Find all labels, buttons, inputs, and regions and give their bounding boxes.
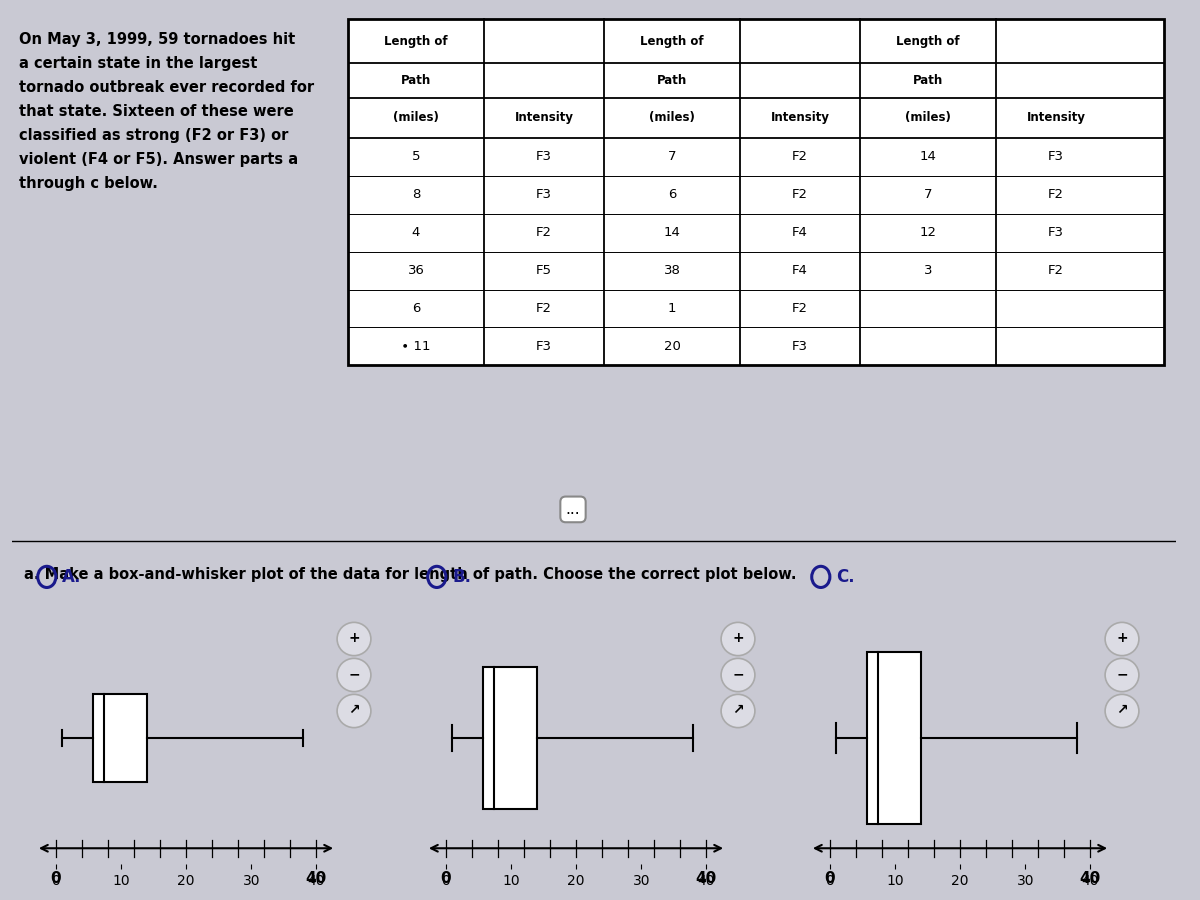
Text: 4: 4 <box>412 226 420 239</box>
Text: 5: 5 <box>412 150 420 163</box>
Text: F2: F2 <box>792 150 808 163</box>
Text: F2: F2 <box>1048 188 1064 201</box>
Text: Path: Path <box>913 75 943 87</box>
Circle shape <box>721 623 755 655</box>
Text: A.: A. <box>62 568 82 586</box>
Text: ↗: ↗ <box>1116 703 1128 717</box>
Text: B.: B. <box>452 568 472 586</box>
Text: F3: F3 <box>1048 150 1064 163</box>
Text: +: + <box>348 631 360 645</box>
Text: F2: F2 <box>792 188 808 201</box>
Text: Length of: Length of <box>640 35 704 48</box>
Text: −: − <box>1116 667 1128 681</box>
Text: 40: 40 <box>696 871 718 886</box>
Text: 1: 1 <box>667 302 677 315</box>
Text: 7: 7 <box>667 150 677 163</box>
Circle shape <box>1105 695 1139 727</box>
Text: F3: F3 <box>536 340 552 353</box>
Text: F3: F3 <box>536 150 552 163</box>
Text: Path: Path <box>656 75 688 87</box>
Text: 6: 6 <box>412 302 420 315</box>
Text: 38: 38 <box>664 264 680 277</box>
Text: F3: F3 <box>1048 226 1064 239</box>
Circle shape <box>721 659 755 691</box>
Bar <box>94 694 146 782</box>
Text: −: − <box>348 667 360 681</box>
Text: F4: F4 <box>792 226 808 239</box>
Circle shape <box>337 695 371 727</box>
Text: Intensity: Intensity <box>1026 112 1086 124</box>
Text: C.: C. <box>836 568 856 586</box>
Text: ...: ... <box>565 502 581 517</box>
Text: 6: 6 <box>668 188 676 201</box>
Text: +: + <box>1116 631 1128 645</box>
Text: 12: 12 <box>919 226 936 239</box>
Text: 3: 3 <box>924 264 932 277</box>
Text: 0: 0 <box>440 871 451 886</box>
Text: 40: 40 <box>306 871 328 886</box>
Text: 36: 36 <box>408 264 425 277</box>
Text: Length of: Length of <box>896 35 960 48</box>
Text: Intensity: Intensity <box>770 112 829 124</box>
Text: (miles): (miles) <box>649 112 695 124</box>
Bar <box>348 19 1164 365</box>
Circle shape <box>1105 659 1139 691</box>
Text: ↗: ↗ <box>348 703 360 717</box>
Text: a. Make a box-and-whisker plot of the data for length of path. Choose the correc: a. Make a box-and-whisker plot of the da… <box>24 567 796 582</box>
Text: F2: F2 <box>536 226 552 239</box>
Text: F3: F3 <box>792 340 808 353</box>
Text: F2: F2 <box>1048 264 1064 277</box>
Text: 0: 0 <box>824 871 835 886</box>
Text: Length of: Length of <box>384 35 448 48</box>
Text: On May 3, 1999, 59 tornadoes hit
a certain state in the largest
tornado outbreak: On May 3, 1999, 59 tornadoes hit a certa… <box>19 32 314 191</box>
Text: ↗: ↗ <box>732 703 744 717</box>
Text: 0: 0 <box>50 871 61 886</box>
Text: +: + <box>732 631 744 645</box>
Circle shape <box>337 623 371 655</box>
Bar <box>868 652 920 824</box>
Bar <box>484 667 536 809</box>
Text: Intensity: Intensity <box>515 112 574 124</box>
Text: (miles): (miles) <box>905 112 950 124</box>
Text: F5: F5 <box>536 264 552 277</box>
Text: 14: 14 <box>664 226 680 239</box>
Text: ∙ 11: ∙ 11 <box>401 340 431 353</box>
Text: −: − <box>732 667 744 681</box>
Circle shape <box>721 695 755 727</box>
Text: F4: F4 <box>792 264 808 277</box>
Circle shape <box>1105 623 1139 655</box>
Text: F2: F2 <box>792 302 808 315</box>
Text: F3: F3 <box>536 188 552 201</box>
Text: 20: 20 <box>664 340 680 353</box>
Circle shape <box>337 659 371 691</box>
Text: 8: 8 <box>412 188 420 201</box>
Text: F2: F2 <box>536 302 552 315</box>
Text: 40: 40 <box>1080 871 1102 886</box>
Text: 14: 14 <box>919 150 936 163</box>
Text: 7: 7 <box>924 188 932 201</box>
Text: Path: Path <box>401 75 431 87</box>
Text: (miles): (miles) <box>394 112 439 124</box>
